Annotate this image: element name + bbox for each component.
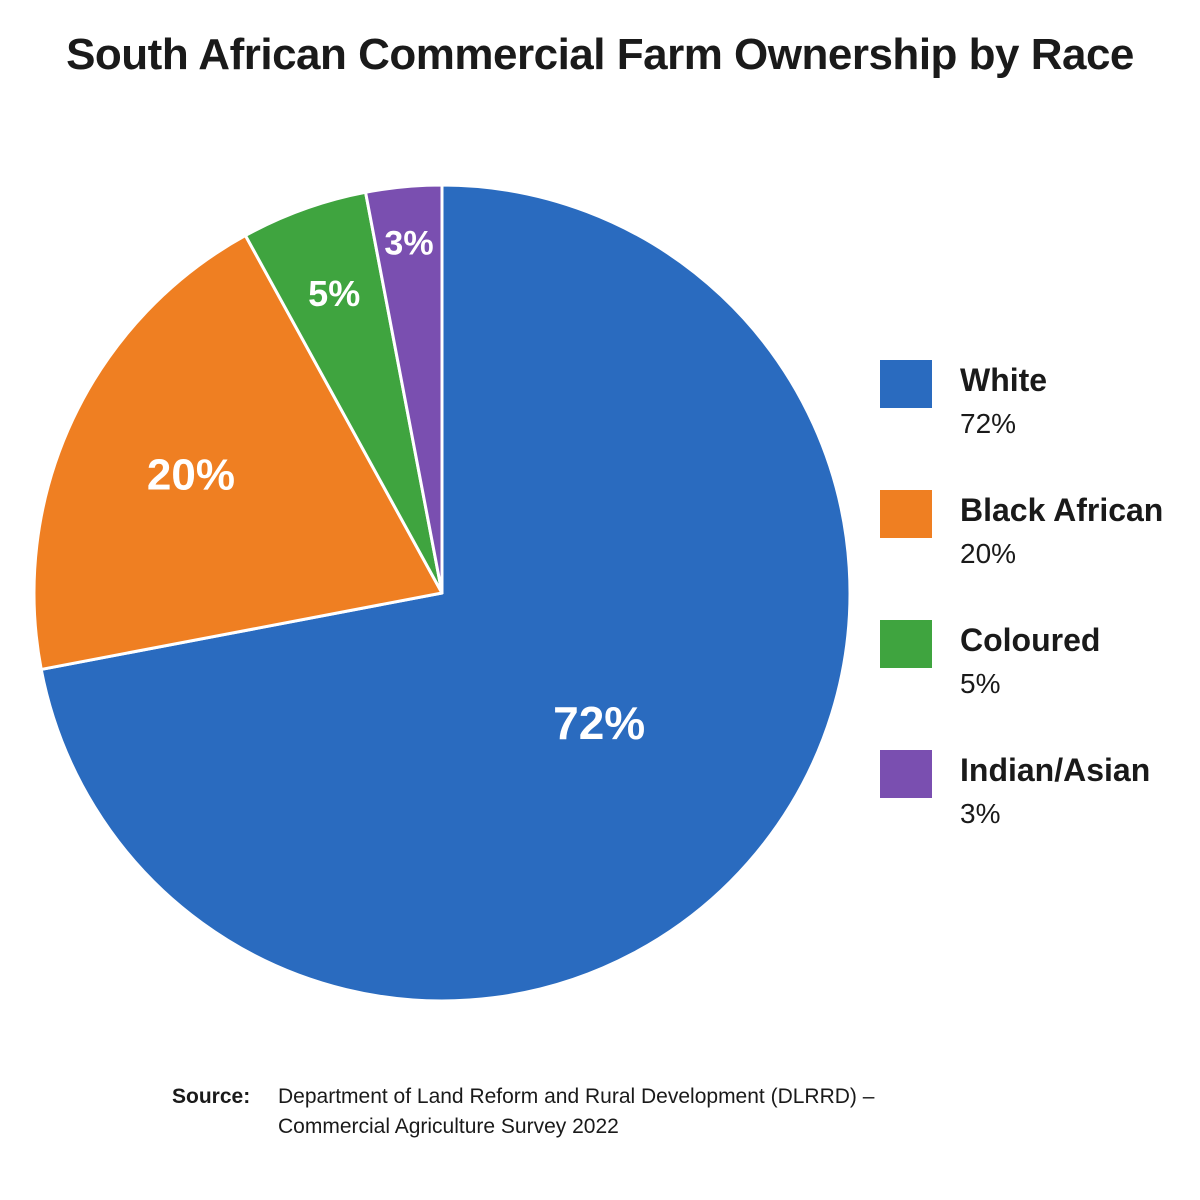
chart-title: South African Commercial Farm Ownership … bbox=[66, 30, 1134, 79]
source-line-1: Department of Land Reform and Rural Deve… bbox=[278, 1085, 875, 1108]
pie-label-coloured: 5% bbox=[308, 273, 360, 314]
pie-label-indian-asian: 3% bbox=[384, 225, 433, 263]
legend-label-white: White bbox=[960, 362, 1048, 398]
source-label: Source: bbox=[172, 1085, 251, 1108]
legend-swatch-coloured bbox=[880, 620, 932, 668]
source-text: Department of Land Reform and Rural Deve… bbox=[278, 1082, 1038, 1142]
legend-swatch-indian-asian bbox=[880, 750, 932, 798]
legend-item-indian-asian: Indian/Asian 3% bbox=[880, 750, 1190, 880]
legend-label-coloured: Coloured bbox=[960, 622, 1101, 658]
legend-item-black-african: Black African 20% bbox=[880, 490, 1190, 620]
source-line-2: Commercial Agriculture Survey 2022 bbox=[278, 1115, 619, 1138]
legend-swatch-black-african bbox=[880, 490, 932, 538]
pie-slice-labels: 72% 20% 5% 3% bbox=[147, 225, 645, 749]
legend-label-black-african: Black African bbox=[960, 492, 1164, 528]
pie-slice-indian-asian bbox=[364, 183, 444, 595]
legend-item-coloured: Coloured 5% bbox=[880, 620, 1190, 750]
legend-value-white: 72% bbox=[960, 408, 1017, 439]
pie-label-white: 72% bbox=[553, 697, 645, 749]
legend: White 72% Black African 20% Coloured 5% … bbox=[880, 360, 1190, 880]
legend-value-coloured: 5% bbox=[960, 668, 1001, 699]
pie-slice-white bbox=[39, 183, 852, 1003]
pie-label-black-african: 20% bbox=[147, 450, 235, 499]
legend-value-black-african: 20% bbox=[960, 538, 1017, 569]
legend-swatch-white bbox=[880, 360, 932, 408]
pie-slices bbox=[32, 183, 852, 1003]
legend-value-indian-asian: 3% bbox=[960, 798, 1001, 829]
pie-slice-black-african bbox=[32, 233, 444, 671]
legend-item-white: White 72% bbox=[880, 360, 1190, 490]
legend-label-indian-asian: Indian/Asian bbox=[960, 752, 1151, 788]
